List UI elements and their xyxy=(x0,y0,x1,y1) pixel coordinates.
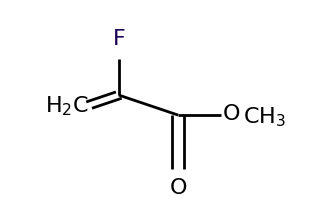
Text: O: O xyxy=(223,104,240,123)
Text: H$_2$C: H$_2$C xyxy=(45,94,89,117)
Text: O: O xyxy=(169,177,187,197)
Text: F: F xyxy=(113,29,125,49)
Text: CH$_3$: CH$_3$ xyxy=(243,105,285,128)
